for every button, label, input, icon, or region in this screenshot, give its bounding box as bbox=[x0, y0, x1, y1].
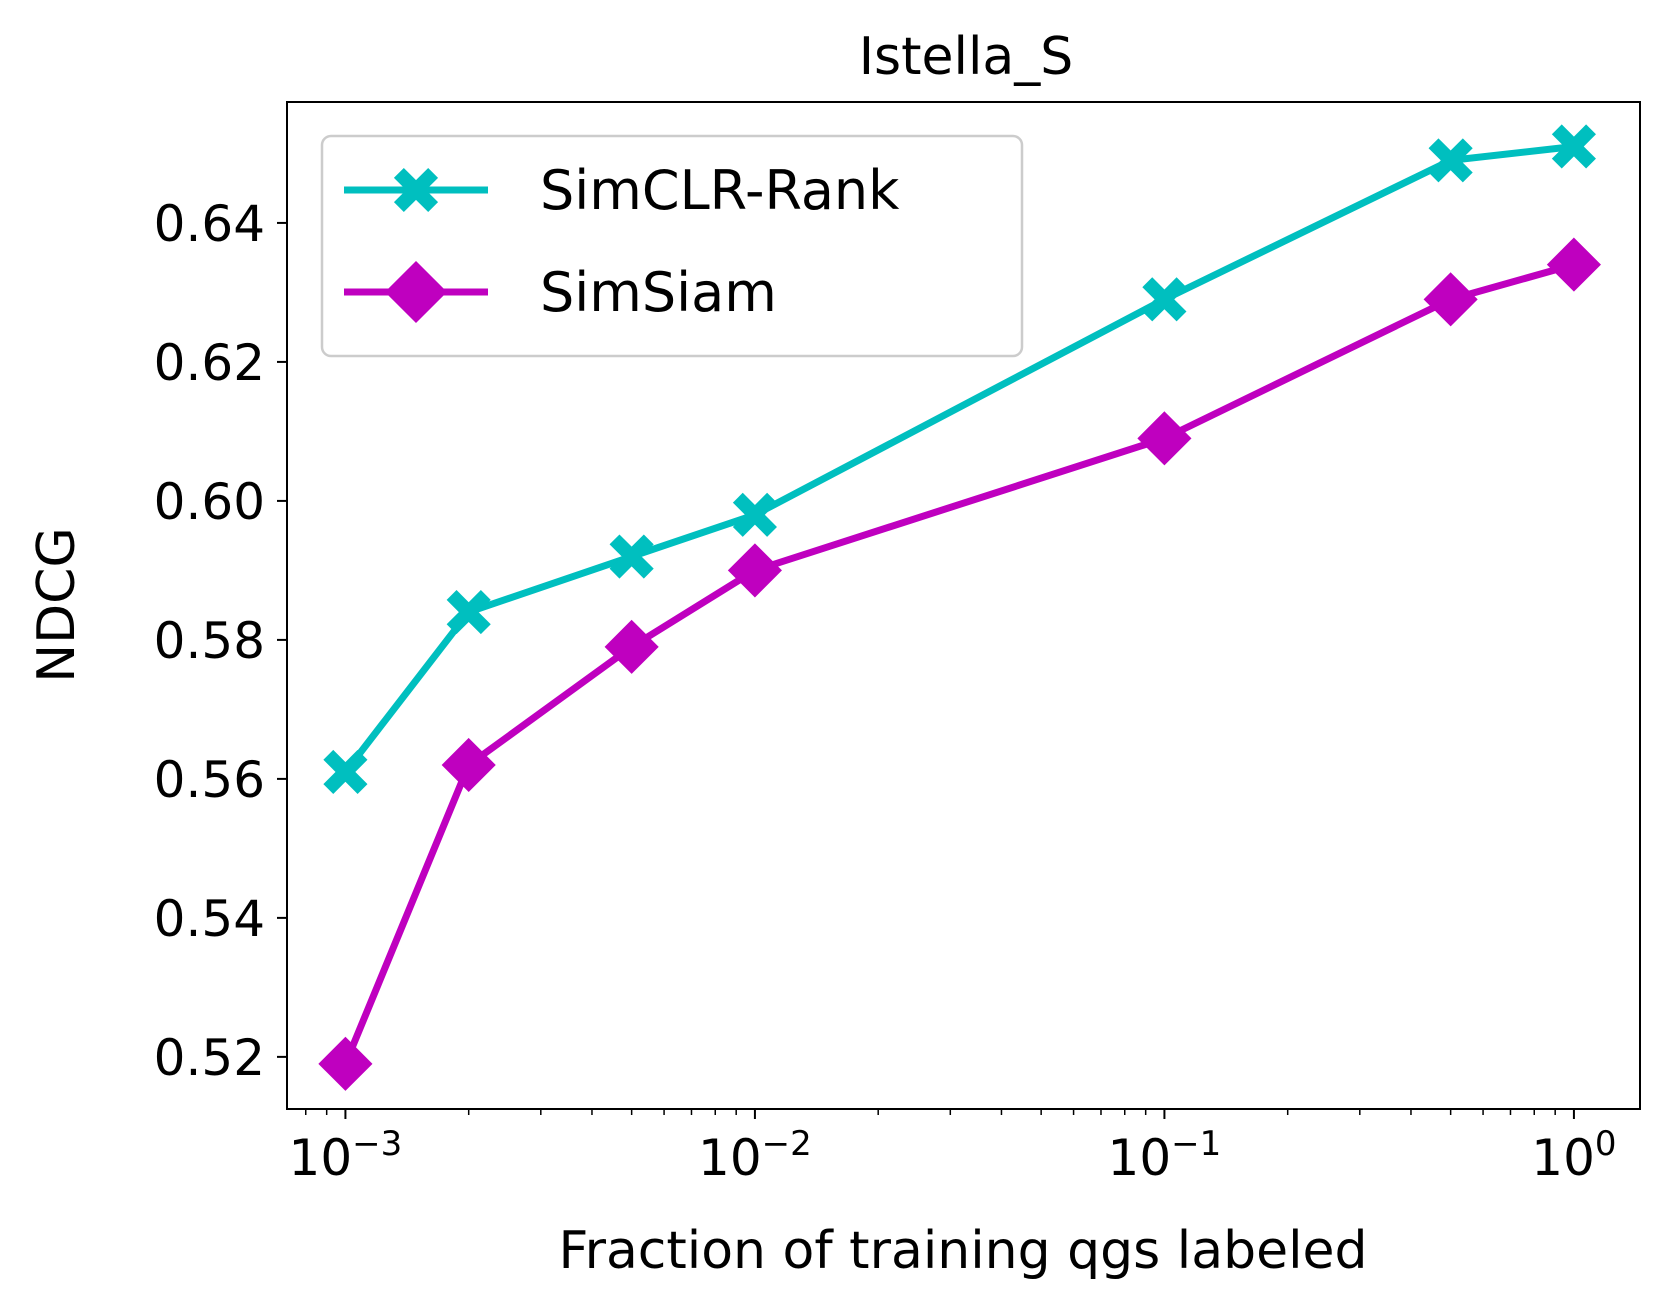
legend-label: SimSiam bbox=[540, 261, 777, 324]
data-point-marker bbox=[1546, 237, 1601, 292]
legend-marker bbox=[393, 167, 439, 213]
data-point-marker bbox=[604, 619, 659, 674]
data-point-marker bbox=[609, 534, 654, 579]
data-point-marker bbox=[1428, 138, 1473, 183]
data-point-marker bbox=[1137, 411, 1192, 466]
data-point-marker bbox=[446, 590, 491, 635]
data-point-marker bbox=[441, 737, 496, 793]
data-point-marker bbox=[1423, 272, 1478, 327]
y-tick-label: 0.64 bbox=[154, 195, 265, 253]
legend-label: SimCLR-Rank bbox=[540, 159, 900, 222]
chart-title: Istella_S bbox=[859, 27, 1074, 87]
series-layer bbox=[318, 124, 1601, 1091]
data-point-marker bbox=[727, 543, 782, 598]
y-tick-label: 0.60 bbox=[154, 473, 265, 531]
data-point-marker bbox=[318, 1036, 373, 1091]
data-point-marker bbox=[323, 749, 368, 795]
data-point-marker bbox=[1142, 277, 1187, 322]
y-tick-label: 0.58 bbox=[154, 612, 265, 670]
legend: SimCLR-Rank SimSiam bbox=[320, 134, 1024, 358]
legend-frame bbox=[320, 134, 1024, 358]
y-tick-label: 0.56 bbox=[154, 751, 265, 809]
x-axis-label: Fraction of training qgs labeled bbox=[558, 1221, 1367, 1281]
x-ticks: 10−3 10−2 10−1 100 bbox=[289, 1109, 1617, 1187]
x-tick-label: 10−2 bbox=[698, 1124, 812, 1187]
plot-frame bbox=[286, 101, 1641, 1110]
y-tick-label: 0.52 bbox=[154, 1029, 265, 1087]
x-tick-label: 100 bbox=[1531, 1124, 1616, 1187]
legend-marker bbox=[384, 260, 448, 324]
data-point-marker bbox=[1551, 124, 1596, 169]
y-tick-label: 0.54 bbox=[154, 890, 265, 948]
y-axis-label: NDCG bbox=[27, 527, 87, 683]
y-ticks: 0.52 0.54 0.56 0.58 0.60 0.62 0.64 bbox=[154, 195, 287, 1087]
legend-entries: SimCLR-Rank SimSiam bbox=[344, 159, 900, 324]
x-tick-label: 10−3 bbox=[289, 1124, 403, 1187]
data-point-marker bbox=[732, 492, 777, 537]
y-tick-label: 0.62 bbox=[154, 334, 265, 392]
x-tick-label: 10−1 bbox=[1108, 1124, 1222, 1187]
